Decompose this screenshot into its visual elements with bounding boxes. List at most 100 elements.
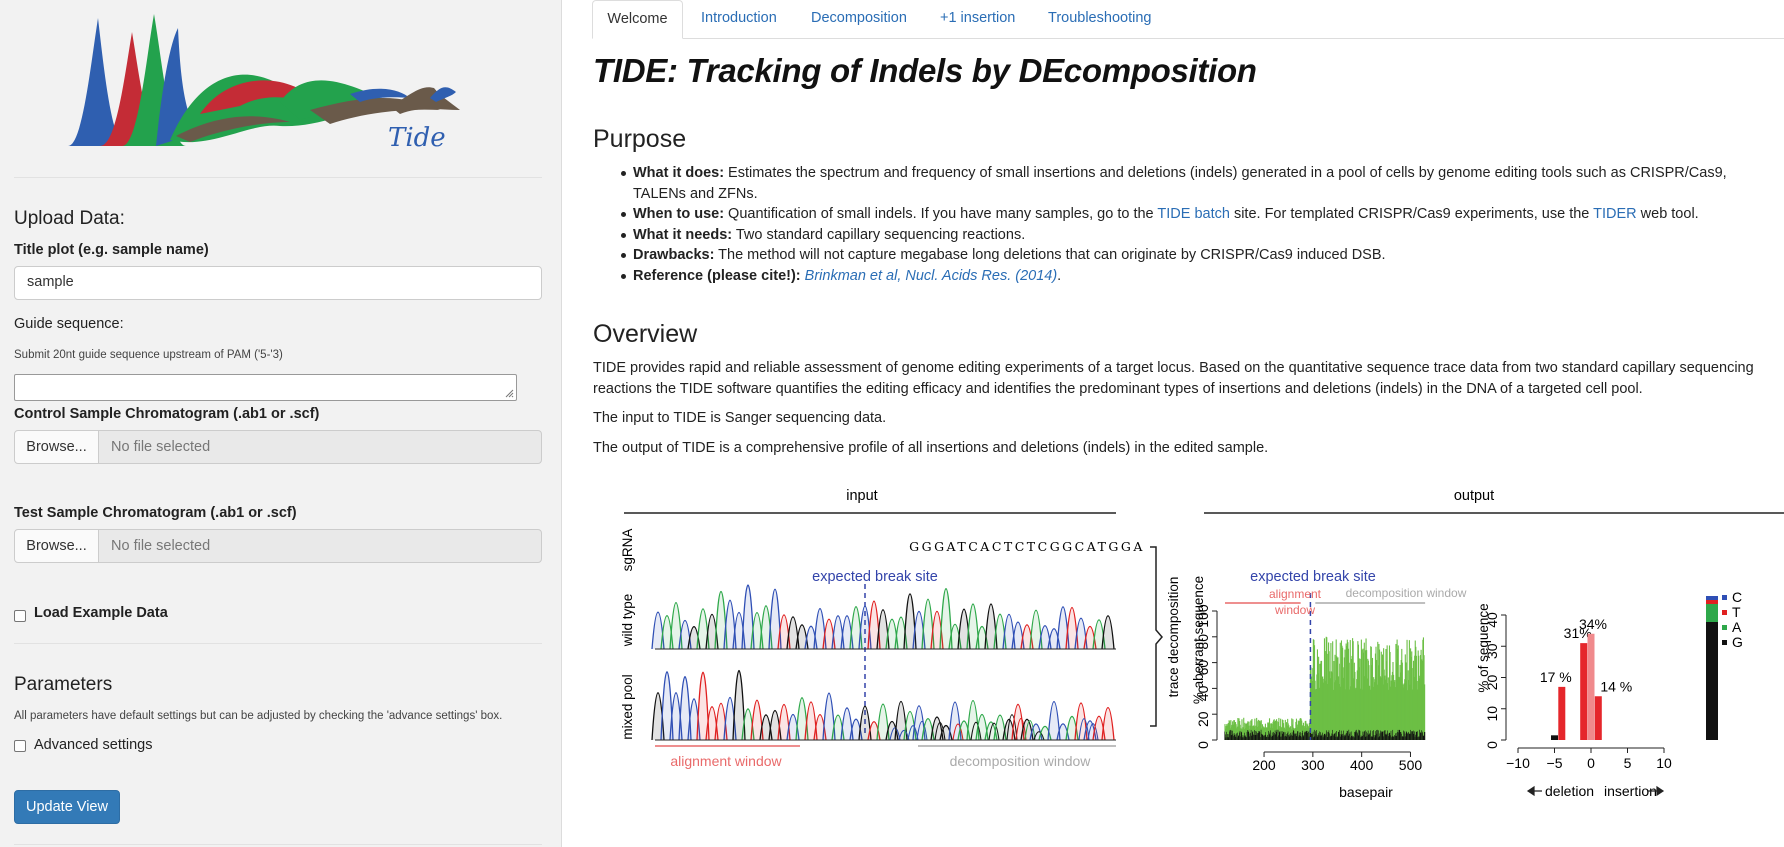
trace-decomposition-label: trace decomposition — [1166, 577, 1181, 698]
guide-sequence-label: Guide sequence: — [14, 316, 124, 332]
purpose-text: web tool. — [1636, 206, 1699, 222]
legend-swatch-c — [1706, 596, 1718, 600]
y-tick-label: 20 — [1195, 711, 1211, 727]
chromatogram-peak — [858, 705, 872, 741]
page-title: TIDE: Tracking of Indels by DEcompositio… — [593, 52, 1257, 89]
tab-troubleshooting[interactable]: Troubleshooting — [1048, 10, 1152, 26]
chromatogram-peak — [939, 588, 953, 650]
divider — [14, 177, 542, 178]
chromatogram-peak — [1024, 720, 1036, 741]
purpose-text: The method will not capture megabase lon… — [714, 247, 1386, 263]
update-view-button[interactable]: Update View — [14, 790, 120, 824]
purpose-text: site. For templated CRISPR/Cas9 experime… — [1229, 206, 1594, 222]
test-browse-button[interactable]: Browse... — [14, 529, 99, 563]
purpose-text: Estimates the spectrum and frequency of … — [633, 165, 1727, 202]
advanced-settings-label[interactable]: Advanced settings — [34, 737, 153, 753]
output-title: output — [1454, 488, 1494, 504]
chromatogram-peak — [903, 711, 917, 741]
control-file-input[interactable]: Browse... No file selected — [14, 430, 542, 464]
chromatogram-peak — [759, 714, 773, 741]
chromatogram-peak — [822, 692, 836, 741]
parameters-help: All parameters have default settings but… — [14, 710, 503, 722]
load-example-checkbox[interactable] — [14, 610, 26, 622]
wildtype-chromatogram — [651, 584, 1115, 650]
y-tick-label: 40 — [1195, 685, 1211, 701]
purpose-text: . — [1057, 268, 1062, 284]
tab-welcome[interactable]: Welcome — [592, 0, 683, 39]
chromatogram-peak — [1092, 619, 1106, 650]
chromatogram-peak — [732, 669, 746, 741]
brinkman-reference-link[interactable]: Brinkman et al, Nucl. Acids Res. (2014) — [804, 268, 1058, 284]
basepair-xlabel: basepair — [1339, 784, 1393, 800]
wildtype-label: wild type — [620, 594, 635, 648]
indel-bar — [1594, 696, 1602, 740]
load-example-label[interactable]: Load Example Data — [34, 605, 168, 621]
logo-text: Tide — [388, 123, 446, 153]
guide-sequence-input[interactable] — [14, 374, 517, 401]
purpose-label: When to use: — [633, 206, 725, 222]
indel-bar — [1551, 735, 1558, 740]
legend-marker — [1722, 625, 1727, 630]
y-tick-label: 0 — [1484, 741, 1500, 749]
arrow-left-icon — [1526, 785, 1542, 797]
chromatogram-peak — [952, 723, 964, 741]
bracket-icon — [1150, 546, 1163, 727]
tider-link[interactable]: TIDER — [1593, 206, 1637, 222]
legend-marker — [1722, 640, 1727, 645]
chromatogram-peak — [1047, 701, 1061, 741]
chromatogram-peak — [1078, 718, 1090, 741]
chromatogram-peak — [696, 671, 710, 741]
deletion-label: deletion — [1545, 783, 1594, 799]
indel-bar — [1587, 633, 1595, 740]
chromatogram-peak — [678, 676, 692, 741]
y-tick-label: 100 — [1195, 604, 1211, 628]
input-title: input — [846, 488, 877, 504]
advanced-settings-checkbox[interactable] — [14, 740, 26, 752]
chromatogram-peak — [1006, 714, 1018, 741]
test-file-input[interactable]: Browse... No file selected — [14, 529, 542, 563]
legend-label: G — [1732, 634, 1743, 650]
purpose-when-to-use: When to use: Quantification of small ind… — [621, 204, 1753, 225]
indel-bar-label: 34% — [1579, 616, 1607, 632]
chromatogram-peak — [885, 618, 899, 650]
parameters-heading: Parameters — [14, 674, 113, 695]
tide-batch-link[interactable]: TIDE batch — [1157, 206, 1230, 222]
title-plot-input[interactable]: sample — [14, 266, 542, 300]
y-tick-label: 30 — [1484, 643, 1500, 659]
x-tick-label: 400 — [1350, 757, 1374, 773]
alignment-window-label: alignment — [1269, 587, 1322, 601]
chromatogram-peak — [1029, 723, 1043, 741]
decomposition-window-label: decomposition window — [950, 753, 1092, 769]
test-file-name: No file selected — [98, 529, 542, 563]
alignment-window-label: window — [1274, 603, 1315, 617]
legend-swatch-g — [1706, 622, 1718, 740]
divider — [14, 844, 542, 845]
overview-heading: Overview — [593, 320, 698, 348]
chromatogram-peak — [916, 720, 928, 741]
indel-bar-label: 14 % — [1600, 678, 1632, 694]
x-tick-label: 5 — [1624, 755, 1632, 771]
tab-introduction[interactable]: Introduction — [701, 10, 777, 26]
x-tick-label: −10 — [1506, 755, 1530, 771]
chromatogram-peak — [934, 721, 946, 741]
legend-swatch-t — [1706, 600, 1718, 604]
resize-grip-icon[interactable] — [505, 389, 514, 398]
tab-decomposition[interactable]: Decomposition — [811, 10, 907, 26]
tab-plus1-insertion[interactable]: +1 insertion — [940, 10, 1016, 26]
chromatogram-peak — [921, 718, 935, 741]
tide-logo: Tide — [60, 10, 500, 160]
control-browse-button[interactable]: Browse... — [14, 430, 99, 464]
purpose-what-it-does: What it does: Estimates the spectrum and… — [621, 163, 1753, 204]
chromatogram-peak — [970, 721, 982, 741]
chromatogram-peak — [705, 706, 719, 741]
x-tick-label: 500 — [1399, 757, 1423, 773]
chromatogram-peak — [889, 727, 901, 741]
x-tick-label: 10 — [1656, 755, 1672, 771]
chromatogram-peak — [795, 624, 809, 650]
chromatogram-peak — [669, 601, 683, 650]
purpose-text: Quantification of small indels. If you h… — [724, 206, 1158, 222]
purpose-label: Drawbacks: — [633, 247, 715, 263]
y-tick-label: 0 — [1195, 741, 1211, 749]
purpose-heading: Purpose — [593, 125, 687, 153]
chromatogram-peak — [714, 703, 728, 741]
